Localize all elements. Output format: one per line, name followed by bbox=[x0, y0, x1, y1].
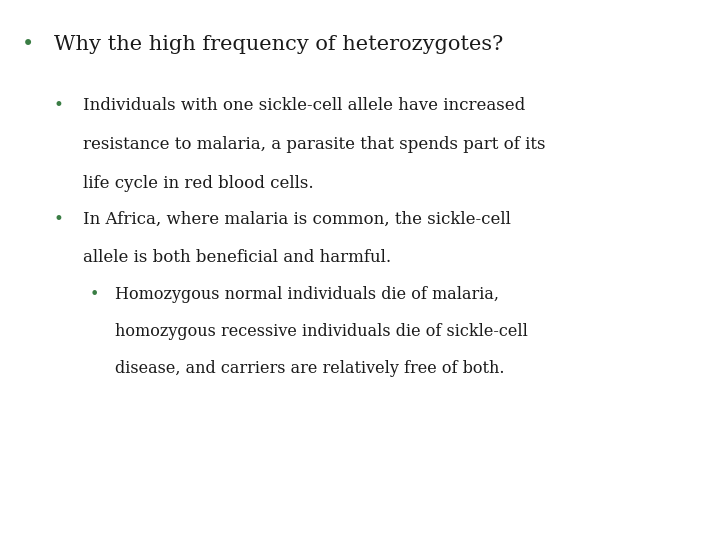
Text: •: • bbox=[22, 35, 34, 54]
Text: disease, and carriers are relatively free of both.: disease, and carriers are relatively fre… bbox=[115, 360, 505, 376]
Text: •: • bbox=[54, 211, 64, 227]
Text: life cycle in red blood cells.: life cycle in red blood cells. bbox=[83, 175, 313, 192]
Text: Homozygous normal individuals die of malaria,: Homozygous normal individuals die of mal… bbox=[115, 286, 499, 303]
Text: resistance to malaria, a parasite that spends part of its: resistance to malaria, a parasite that s… bbox=[83, 136, 545, 153]
Text: homozygous recessive individuals die of sickle-cell: homozygous recessive individuals die of … bbox=[115, 323, 528, 340]
Text: allele is both beneficial and harmful.: allele is both beneficial and harmful. bbox=[83, 249, 391, 266]
Text: •: • bbox=[54, 97, 64, 114]
Text: •: • bbox=[90, 286, 99, 303]
Text: Why the high frequency of heterozygotes?: Why the high frequency of heterozygotes? bbox=[54, 35, 503, 54]
Text: In Africa, where malaria is common, the sickle-cell: In Africa, where malaria is common, the … bbox=[83, 211, 510, 227]
Text: Individuals with one sickle-cell allele have increased: Individuals with one sickle-cell allele … bbox=[83, 97, 525, 114]
